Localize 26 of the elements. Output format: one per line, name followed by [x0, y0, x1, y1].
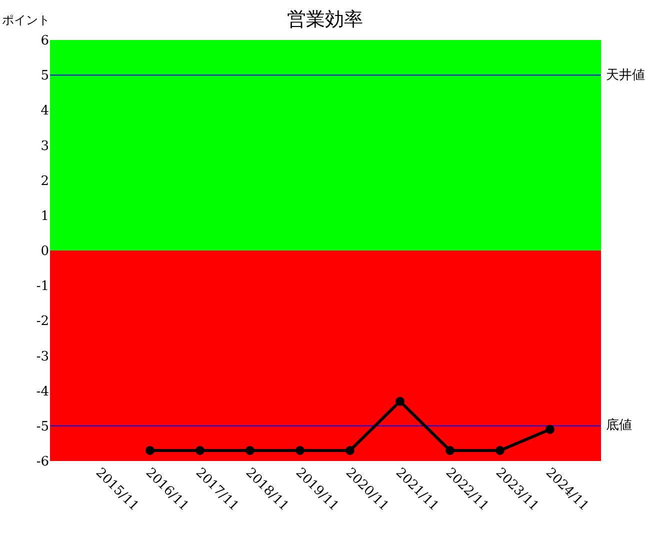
point — [546, 424, 554, 434]
chart-title: 営業効率 — [287, 8, 363, 31]
y-tick-label: 4 — [40, 104, 49, 119]
point — [296, 446, 304, 455]
y-axis-title: ポイント — [2, 13, 50, 27]
ref-line-label: 底値 — [606, 418, 632, 433]
point — [446, 446, 454, 455]
y-tick-label: 2 — [40, 174, 49, 189]
y-tick-label: -4 — [36, 384, 49, 400]
y-tick-label: -6 — [36, 454, 49, 470]
point — [246, 446, 254, 455]
y-tick-label: 0 — [40, 244, 49, 260]
ref-line-label: 天井値 — [606, 68, 645, 83]
y-tick-label: 1 — [40, 208, 49, 224]
y-tick-label: -3 — [36, 349, 49, 364]
y-tick-label: 3 — [40, 138, 49, 154]
y-tick-label: 5 — [40, 68, 49, 84]
point — [146, 446, 154, 455]
y-tick-label: -2 — [36, 314, 49, 330]
point — [346, 446, 354, 455]
point — [196, 446, 204, 455]
y-tick-label: -1 — [36, 279, 49, 294]
point — [396, 396, 404, 406]
y-tick-label: -5 — [36, 419, 49, 434]
y-tick-label: 6 — [40, 34, 49, 49]
point — [496, 446, 504, 455]
